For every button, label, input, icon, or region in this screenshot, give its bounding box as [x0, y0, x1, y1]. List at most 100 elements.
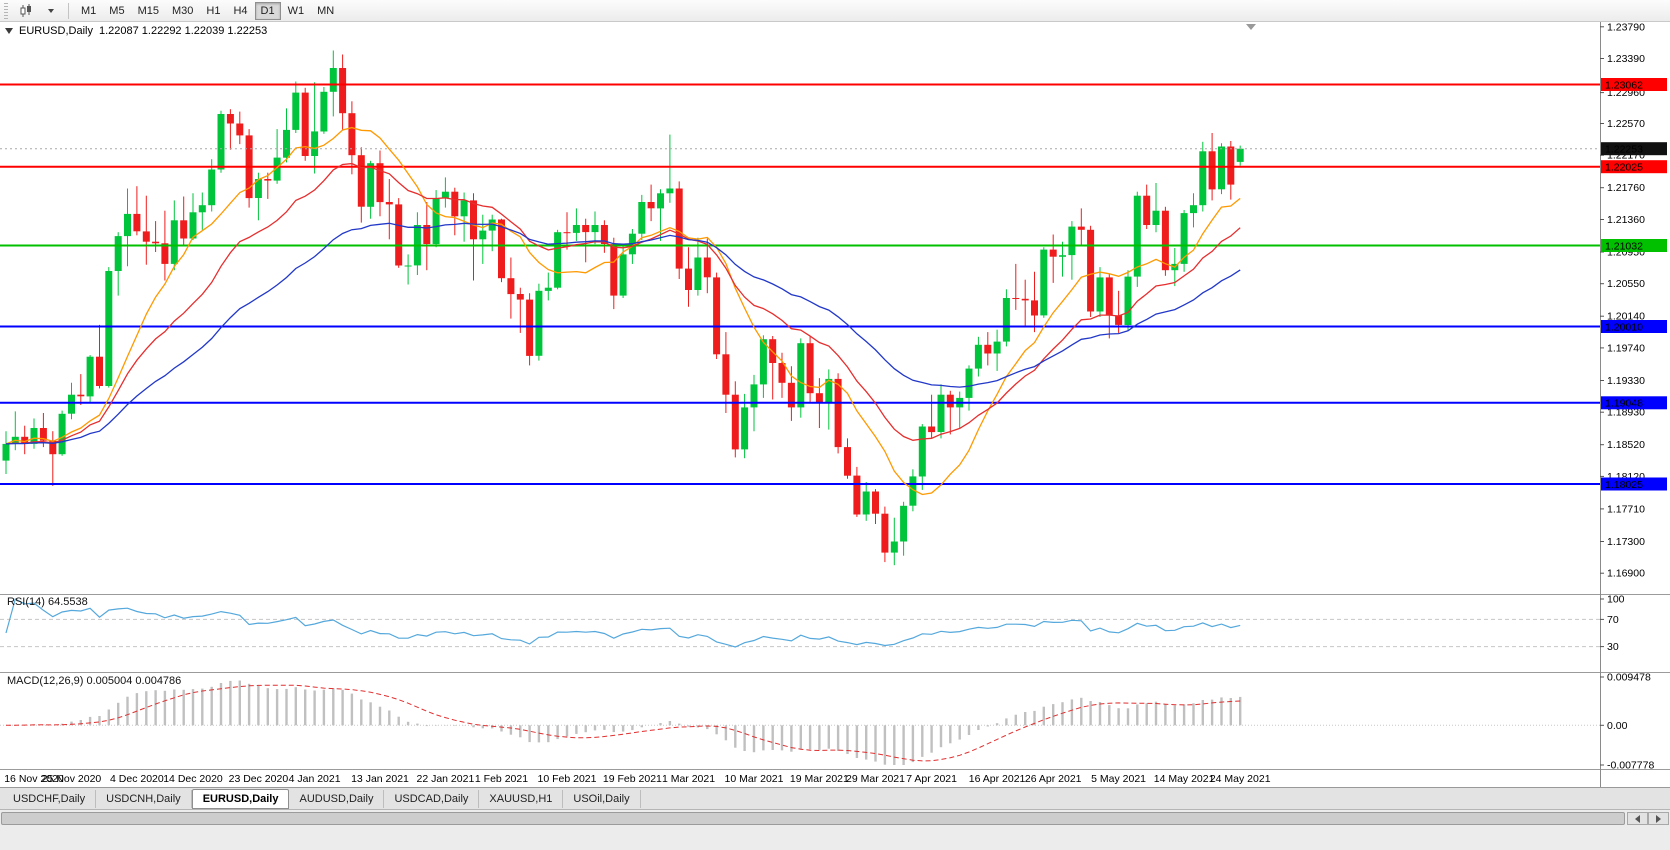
price-badge-1.21032: 1.21032 [1601, 239, 1667, 252]
left-arrow-icon [1635, 814, 1640, 823]
svg-text:10 Feb 2021: 10 Feb 2021 [538, 773, 597, 785]
svg-text:16 Nov 2020: 16 Nov 2020 [4, 773, 64, 785]
right-arrow-icon [1656, 814, 1661, 823]
svg-text:5 May 2021: 5 May 2021 [1091, 773, 1146, 785]
ma-line-40 [5, 222, 1241, 445]
price-badge-1.20010: 1.20010 [1601, 320, 1667, 333]
timeframe-button-W1[interactable]: W1 [282, 2, 311, 20]
svg-text:1.20550: 1.20550 [1607, 278, 1645, 290]
macd-histogram [14, 680, 1242, 765]
svg-text:1.20140: 1.20140 [1607, 311, 1645, 323]
timeframe-button-MN[interactable]: MN [311, 2, 340, 20]
chart-tab-USOil[interactable]: USOil,Daily [563, 789, 641, 808]
svg-text:1.21360: 1.21360 [1607, 214, 1645, 226]
svg-text:1.17710: 1.17710 [1607, 503, 1645, 515]
chart-tab-EURUSD[interactable]: EURUSD,Daily [191, 788, 290, 809]
svg-text:23 Dec 2020: 23 Dec 2020 [229, 773, 289, 785]
svg-text:1.17300: 1.17300 [1607, 536, 1645, 548]
horizontal-line-objects[interactable] [0, 83, 1600, 485]
svg-text:-0.007778: -0.007778 [1607, 760, 1654, 772]
svg-text:4 Dec 2020: 4 Dec 2020 [110, 773, 164, 785]
scrollbar-thumb[interactable] [1, 812, 1625, 825]
svg-text:1.20010: 1.20010 [1605, 321, 1643, 333]
scroll-right-button[interactable] [1648, 812, 1669, 825]
macd-signal-line [5, 684, 1241, 762]
chart-type-button[interactable] [13, 2, 39, 20]
top-toolbar: M1 M5 M15 M30 H1 H4 D1 W1 MN [0, 0, 1670, 22]
svg-text:1.18930: 1.18930 [1607, 407, 1645, 419]
price-badge-1.23062: 1.23062 [1601, 78, 1667, 91]
timeframe-button-M30[interactable]: M30 [166, 2, 199, 20]
timeframe-button-H1[interactable]: H1 [200, 2, 226, 20]
svg-text:0.009478: 0.009478 [1607, 672, 1651, 684]
svg-text:7 Apr 2021: 7 Apr 2021 [906, 773, 957, 785]
svg-text:24 May 2021: 24 May 2021 [1210, 773, 1271, 785]
timeframe-button-M15[interactable]: M15 [132, 2, 165, 20]
one-click-trading-arrow[interactable] [5, 28, 13, 34]
svg-text:26 Apr 2021: 26 Apr 2021 [1025, 773, 1082, 785]
svg-text:1.18520: 1.18520 [1607, 439, 1645, 451]
svg-text:1.23790: 1.23790 [1607, 22, 1645, 33]
scroll-left-button[interactable] [1627, 812, 1648, 825]
chart-tab-USDCHF[interactable]: USDCHF,Daily [3, 789, 97, 808]
chart-tab-USDCNH[interactable]: USDCNH,Daily [96, 789, 192, 808]
toolbar-expand-button[interactable] [40, 2, 62, 20]
svg-text:1 Feb 2021: 1 Feb 2021 [475, 773, 528, 785]
svg-text:1.19330: 1.19330 [1607, 375, 1645, 387]
svg-text:14 May 2021: 14 May 2021 [1154, 773, 1215, 785]
svg-text:1.18025: 1.18025 [1605, 479, 1643, 491]
svg-text:29 Mar 2021: 29 Mar 2021 [846, 773, 905, 785]
svg-text:1.23062: 1.23062 [1605, 79, 1643, 91]
timeframe-button-D1[interactable]: D1 [254, 1, 281, 20]
svg-text:16 Apr 2021: 16 Apr 2021 [969, 773, 1026, 785]
svg-text:10 Mar 2021: 10 Mar 2021 [725, 773, 784, 785]
price-badge-1.18025: 1.18025 [1601, 477, 1667, 491]
svg-text:19 Feb 2021: 19 Feb 2021 [603, 773, 662, 785]
svg-text:0.00: 0.00 [1607, 720, 1628, 732]
chart-tab-AUDUSD[interactable]: AUDUSD,Daily [289, 789, 385, 808]
chart-tab-XAUUSD[interactable]: XAUUSD,H1 [479, 789, 564, 808]
current-price-badge: 1.22253 [1601, 142, 1667, 156]
timeframe-button-M1[interactable]: M1 [75, 2, 102, 20]
svg-text:100: 100 [1607, 594, 1625, 606]
chart-tabs-bar: USDCHF,Daily USDCNH,Daily EURUSD,Daily AUDU… [0, 787, 1670, 809]
chart-canvas[interactable]: 1.237901.233901.229601.225701.221701.217… [0, 22, 1670, 787]
svg-text:70: 70 [1607, 614, 1619, 626]
svg-text:13 Jan 2021: 13 Jan 2021 [351, 773, 409, 785]
toolbar-grip[interactable] [4, 2, 8, 19]
svg-text:25 Nov 2020: 25 Nov 2020 [42, 773, 102, 785]
svg-text:1 Mar 2021: 1 Mar 2021 [662, 773, 715, 785]
ma-line-20 [5, 162, 1241, 445]
svg-text:1.22570: 1.22570 [1607, 118, 1645, 130]
candlestick-chart-icon [20, 3, 31, 17]
price-axis: 1.237901.233901.229601.225701.221701.217… [1600, 22, 1667, 772]
svg-text:14 Dec 2020: 14 Dec 2020 [163, 773, 223, 785]
svg-text:19 Mar 2021: 19 Mar 2021 [790, 773, 849, 785]
chart-tab-USDCAD[interactable]: USDCAD,Daily [384, 789, 480, 808]
price-badge-1.19048: 1.19048 [1601, 396, 1667, 410]
svg-text:1.22253: 1.22253 [1605, 144, 1643, 156]
svg-text:30: 30 [1607, 641, 1619, 653]
price-badge-1.22025: 1.22025 [1601, 160, 1667, 174]
chart-shift-marker[interactable] [1246, 24, 1256, 30]
chevron-down-icon [48, 8, 54, 13]
svg-text:4 Jan 2021: 4 Jan 2021 [289, 773, 341, 785]
svg-text:1.22025: 1.22025 [1605, 162, 1643, 174]
svg-text:1.19740: 1.19740 [1607, 342, 1645, 354]
svg-text:1.19048: 1.19048 [1605, 398, 1643, 410]
svg-text:1.21032: 1.21032 [1605, 240, 1643, 252]
timeframe-buttons: M1 M5 M15 M30 H1 H4 D1 W1 MN [75, 1, 340, 20]
svg-text:22 Jan 2021: 22 Jan 2021 [416, 773, 474, 785]
ma-line-10 [5, 126, 1241, 496]
toolbar-separator [68, 2, 69, 19]
timeframe-button-H4[interactable]: H4 [227, 2, 253, 20]
svg-text:1.16900: 1.16900 [1607, 568, 1645, 580]
rsi-line [5, 598, 1241, 648]
horizontal-scrollbar[interactable] [0, 809, 1670, 850]
svg-text:1.23390: 1.23390 [1607, 53, 1645, 65]
pane-borders [0, 22, 1670, 787]
timeframe-button-M5[interactable]: M5 [103, 2, 130, 20]
svg-text:1.21760: 1.21760 [1607, 182, 1645, 194]
